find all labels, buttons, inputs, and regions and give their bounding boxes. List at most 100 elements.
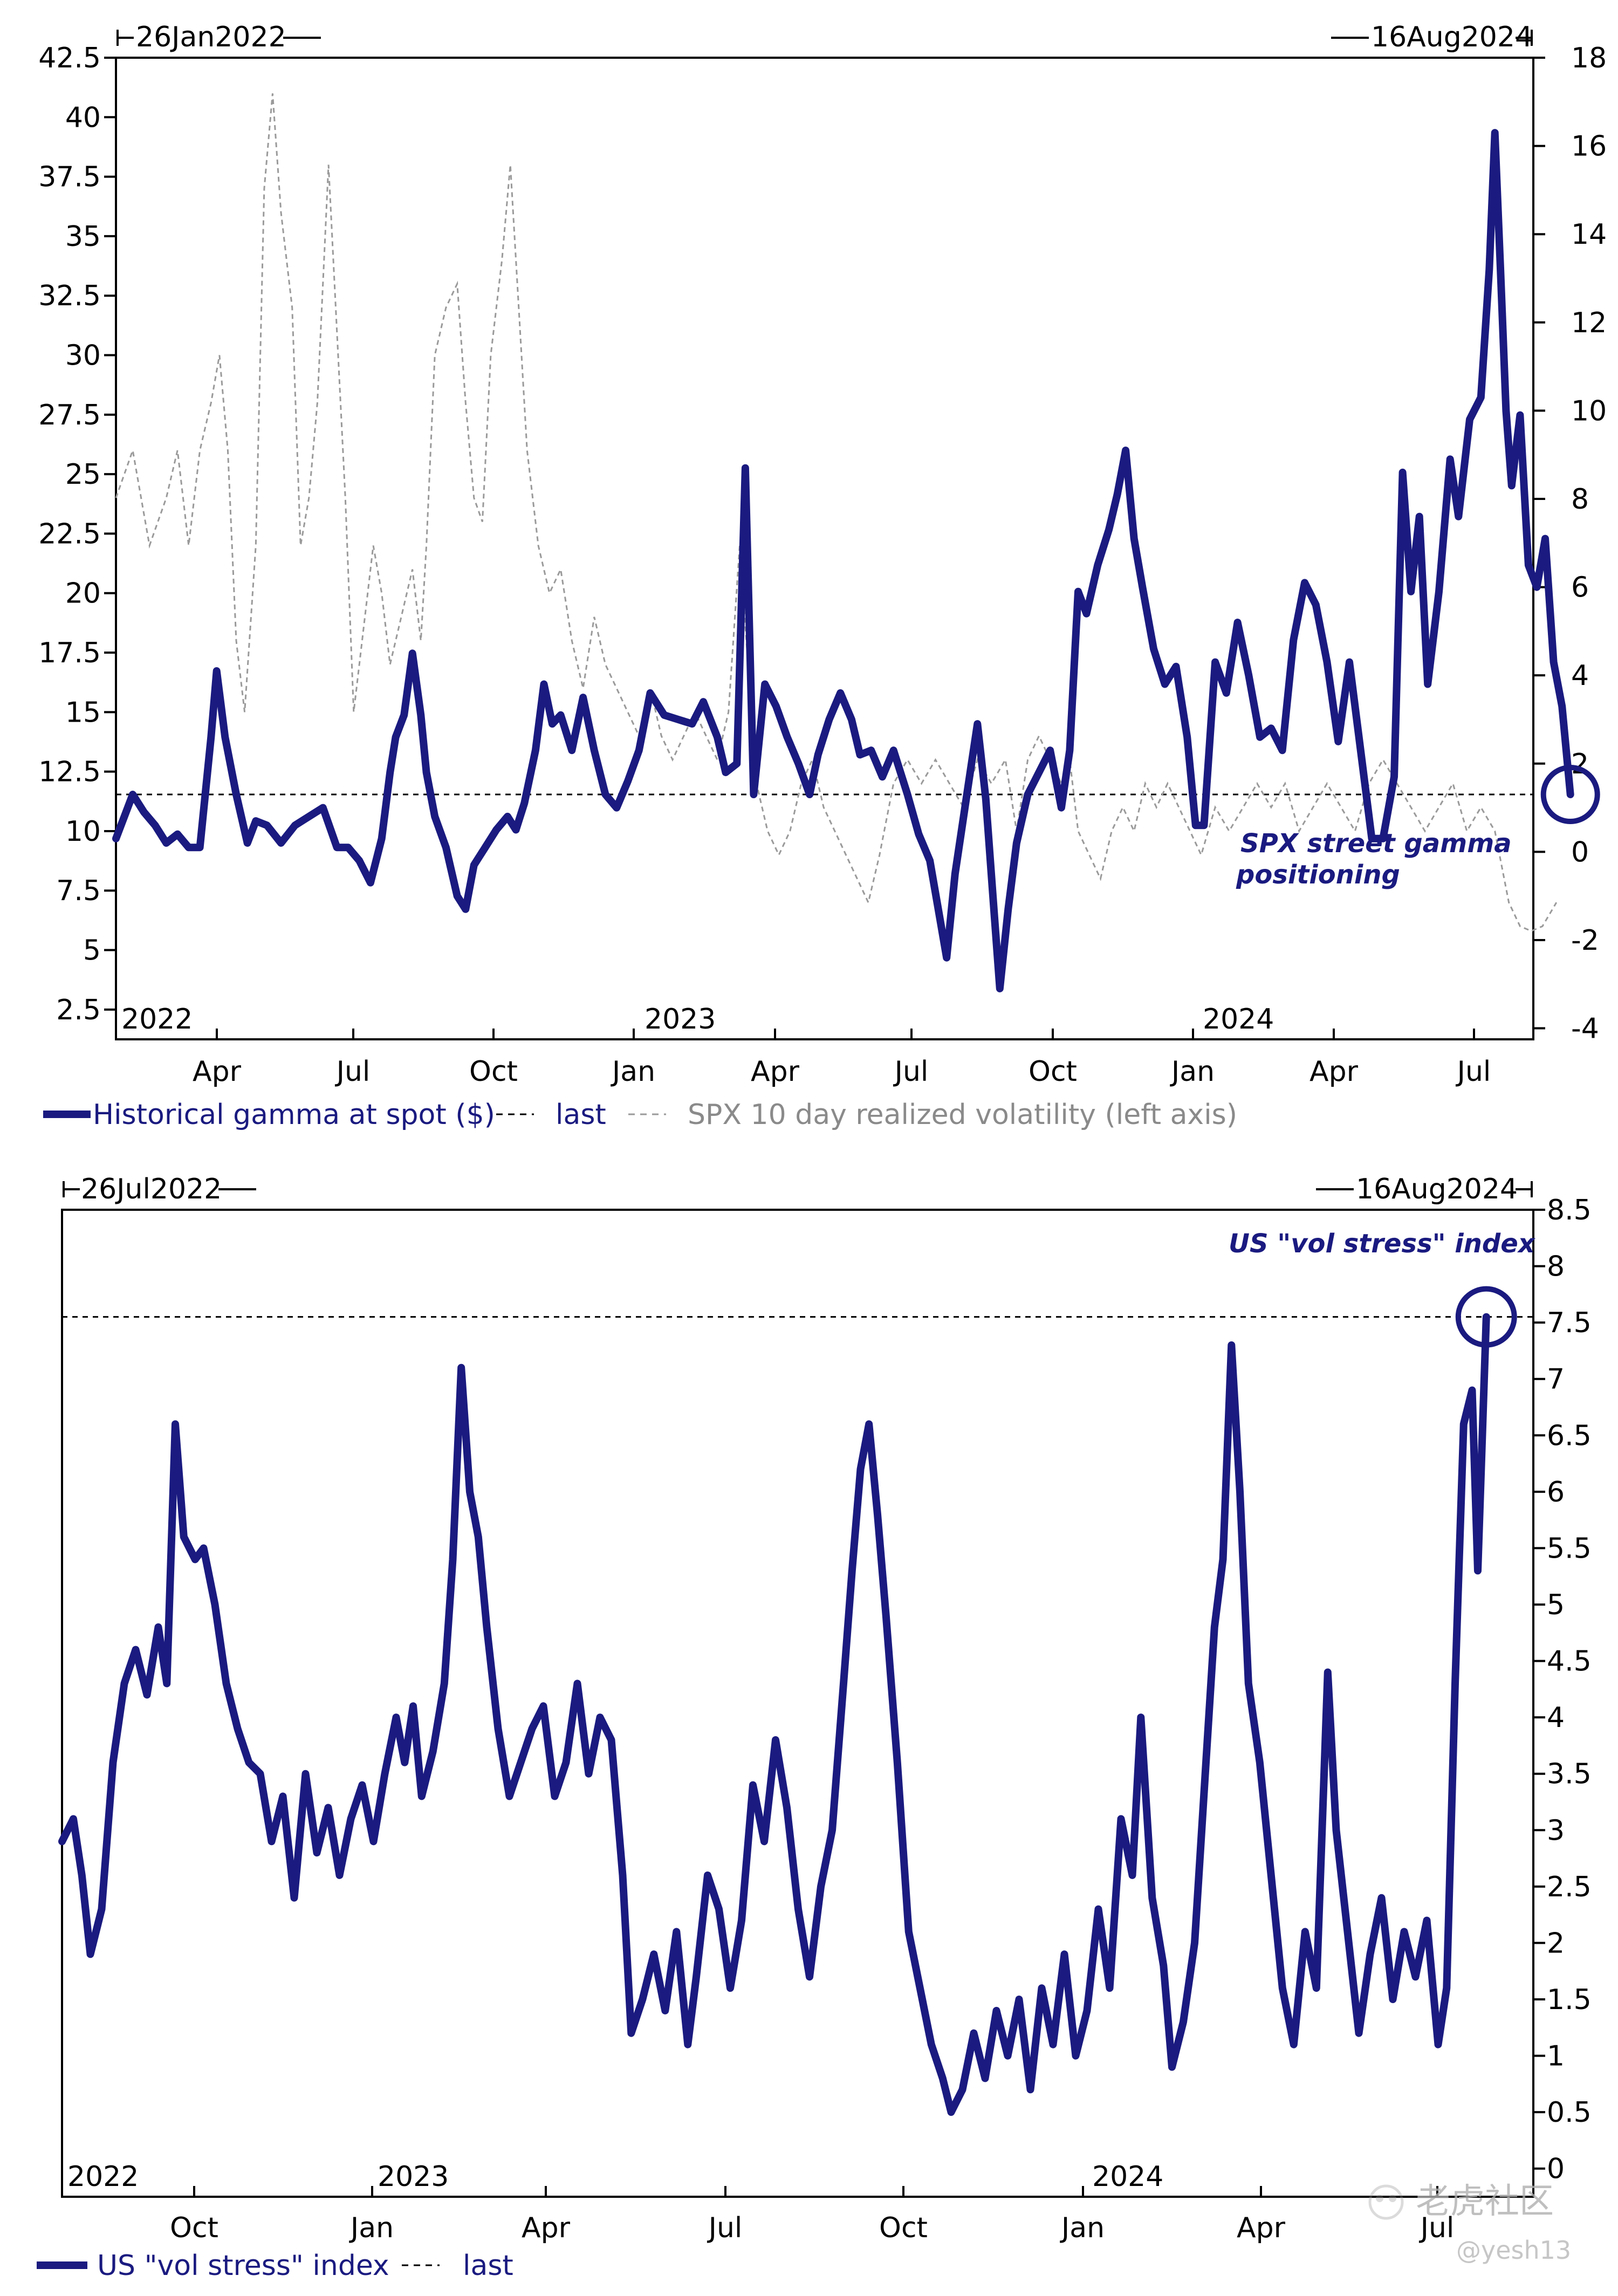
gamma-plot-frame — [115, 57, 1534, 1040]
gamma-right-tick-label: -2 — [1571, 924, 1599, 957]
vol-stress-year-label: 2023 — [378, 2161, 449, 2193]
vol-stress-right-tick-label: 6.5 — [1547, 1420, 1592, 1452]
gamma-left-tick-label: 7.5 — [56, 875, 101, 907]
vol-stress-right-tick-label: 5.5 — [1547, 1532, 1592, 1565]
gamma-left-tick-label: 12.5 — [38, 756, 101, 789]
gamma-right-tick-label: 14 — [1571, 218, 1607, 251]
gamma-right-tick-label: 0 — [1571, 836, 1589, 868]
gamma-x-tick-label: Jan — [1170, 1056, 1215, 1088]
vol-stress-last-marker-circle — [1455, 1286, 1517, 1348]
vol-stress-year-labels: 2022 2023 2024 — [67, 2161, 1163, 2193]
vol-stress-x-tick-label: Oct — [879, 2212, 928, 2244]
vol-stress-x-tick-label: Jul — [1419, 2212, 1455, 2244]
vol-stress-start-date-label: 26Jul2022 — [81, 1173, 222, 1205]
vol-stress-series-line — [58, 1313, 1490, 2116]
vol-stress-x-tick-label: Jul — [707, 2212, 743, 2244]
vol-stress-right-tick-label: 4 — [1547, 1702, 1565, 1734]
vol-stress-right-tick-label: 0 — [1547, 2153, 1565, 2185]
gamma-right-tick-label: 16 — [1571, 131, 1607, 163]
gamma-start-date-label: 26Jan2022 — [136, 21, 286, 53]
gamma-x-tick-label: Jan — [611, 1056, 655, 1088]
gamma-left-tick-label: 40 — [65, 101, 101, 134]
gamma-left-tick-label: 35 — [65, 221, 101, 253]
vol-stress-right-tick-label: 1 — [1547, 2040, 1565, 2073]
gamma-start-date-marker — [116, 30, 321, 46]
gamma-left-axis: 2.5 5 7.5 10 12.5 15 17.5 20 22.5 25 27.5 30 32.5 35 3… — [38, 42, 116, 1026]
gamma-left-tick-label: 42.5 — [38, 42, 101, 74]
vol-stress-x-tick-label: Jan — [1060, 2212, 1105, 2244]
gamma-left-tick-label: 22.5 — [38, 518, 101, 550]
gamma-end-date-marker — [1331, 30, 1533, 46]
vol-stress-right-tick-label: 8.5 — [1547, 1194, 1592, 1226]
gamma-left-tick-label: 5 — [83, 935, 101, 967]
vol-stress-x-tick-label: Oct — [170, 2212, 218, 2244]
vol-stress-end-date-marker — [1316, 1181, 1533, 1197]
vol-stress-right-tick-label: 0.5 — [1547, 2096, 1592, 2129]
gamma-left-tick-label: 15 — [65, 696, 101, 729]
gamma-year-labels: 2022 2023 2024 — [121, 1003, 1274, 1036]
vol-stress-right-tick-label: 3 — [1547, 1814, 1565, 1847]
gamma-x-axis: Apr Jul Oct Jan Apr Jul Oct Jan Apr Jul — [193, 1029, 1491, 1088]
vol-stress-x-axis: Oct Jan Apr Jul Oct Jan Apr Jul — [170, 2186, 1454, 2244]
vol-stress-x-tick-label: Jan — [349, 2212, 394, 2244]
vol-stress-right-tick-label: 3.5 — [1547, 1758, 1592, 1791]
gamma-year-label: 2024 — [1203, 1003, 1274, 1036]
vol-stress-legend: US "vol stress" index last — [37, 2250, 513, 2282]
vol-stress-chart: 26Jul2022 16Aug2024 0 0.5 1 1.5 2 2.5 3 3.5 4 4.5… — [37, 1173, 1592, 2282]
gamma-x-tick-label: Jul — [335, 1056, 371, 1088]
gamma-x-tick-label: Jul — [1456, 1056, 1491, 1088]
vol-stress-right-tick-label: 7.5 — [1547, 1307, 1592, 1339]
legend-vol-label: SPX 10 day realized volatility (left axi… — [688, 1099, 1237, 1131]
gamma-end-date-label: 16Aug2024 — [1371, 21, 1533, 53]
vol-stress-right-tick-label: 2 — [1547, 1927, 1565, 1959]
watermark: 老虎社区 @yesh13 — [1368, 2182, 1571, 2265]
gamma-right-tick-label: 10 — [1571, 395, 1607, 427]
vol-stress-end-date-label: 16Aug2024 — [1356, 1173, 1518, 1205]
legend-last-label: last — [556, 1099, 606, 1131]
gamma-x-tick-label: Apr — [193, 1056, 242, 1088]
gamma-left-tick-label: 25 — [65, 458, 101, 491]
watermark-handle: @yesh13 — [1456, 2236, 1571, 2265]
vol-stress-x-tick-label: Apr — [1237, 2212, 1286, 2244]
watermark-logo-icon — [1368, 2184, 1404, 2220]
gamma-series-line — [112, 129, 1574, 992]
gamma-x-tick-label: Apr — [1310, 1056, 1359, 1088]
gamma-annotation-line1: SPX street gamma — [1240, 828, 1512, 859]
gamma-year-label: 2022 — [121, 1003, 193, 1036]
gamma-x-tick-label: Apr — [751, 1056, 800, 1088]
legend-last-label-2: last — [463, 2250, 513, 2282]
gamma-chart: 26Jan2022 16Aug2024 2.5 5 7.5 10 12.5 15 17.5 2… — [38, 21, 1607, 1131]
gamma-x-tick-label: Oct — [469, 1056, 518, 1088]
gamma-left-tick-label: 20 — [65, 578, 101, 610]
gamma-right-tick-label: 4 — [1571, 660, 1589, 692]
gamma-x-tick-label: Jul — [893, 1056, 929, 1088]
gamma-left-tick-label: 10 — [65, 815, 101, 848]
gamma-legend: Historical gamma at spot ($) last SPX 10… — [43, 1099, 1237, 1131]
gamma-vol-series-line — [115, 93, 1558, 932]
gamma-annotation-line2: positioning — [1236, 860, 1400, 890]
vol-stress-annotation: US "vol stress" index — [1229, 1229, 1536, 1259]
vol-stress-plot-frame — [61, 1209, 1534, 2198]
gamma-left-tick-label: 30 — [65, 340, 101, 372]
vol-stress-right-axis: 0 0.5 1 1.5 2 2.5 3 3.5 4 4.5 5 5.5 6 6.5 7 7.5 8 8.5 — [1533, 1194, 1592, 2185]
gamma-right-tick-label: 8 — [1571, 483, 1589, 516]
gamma-left-tick-label: 17.5 — [38, 637, 101, 669]
watermark-logo-text: 老虎社区 — [1416, 2182, 1554, 2222]
vol-stress-right-tick-label: 1.5 — [1547, 1984, 1592, 2016]
vol-stress-right-tick-label: 8 — [1547, 1251, 1565, 1283]
vol-stress-year-label: 2024 — [1092, 2161, 1163, 2193]
gamma-right-tick-label: 18 — [1571, 42, 1607, 74]
legend-gamma-label: Historical gamma at spot ($) — [93, 1099, 495, 1131]
vol-stress-right-tick-label: 5 — [1547, 1589, 1565, 1621]
gamma-left-tick-label: 27.5 — [38, 399, 101, 431]
vol-stress-year-label: 2022 — [67, 2161, 139, 2193]
gamma-right-tick-label: 6 — [1571, 572, 1589, 604]
gamma-left-tick-label: 37.5 — [38, 161, 101, 194]
vol-stress-right-tick-label: 6 — [1547, 1476, 1565, 1509]
gamma-left-tick-label: 2.5 — [56, 994, 101, 1026]
gamma-x-tick-label: Oct — [1029, 1056, 1077, 1088]
vol-stress-start-date-marker — [63, 1181, 256, 1197]
gamma-last-marker-circle — [1540, 765, 1600, 825]
gamma-right-tick-label: -4 — [1571, 1013, 1599, 1045]
